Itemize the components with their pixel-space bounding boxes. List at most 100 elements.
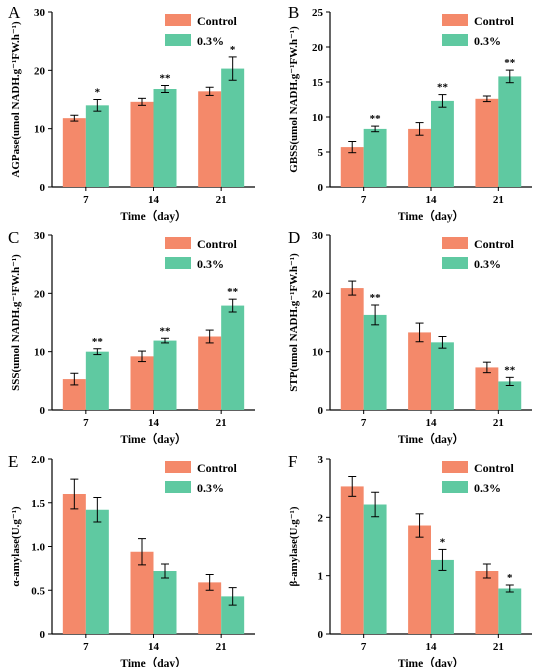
chart-panel-c: C 0 10 20 30 7 ** 14 ** 21 ** Time（day） SSS(umol NAD… (8, 228, 255, 446)
y-tick-label: 30 (312, 230, 324, 242)
bar-treatment (363, 504, 387, 634)
y-tick-label: 20 (34, 65, 46, 77)
bar-treatment (85, 509, 109, 634)
legend-swatch-treatment (442, 34, 468, 46)
bar-treatment (153, 340, 177, 410)
bar-control (62, 379, 86, 410)
legend-label: Control (197, 461, 237, 475)
significance-mark: ** (227, 286, 239, 298)
bar-treatment (153, 571, 177, 634)
panel-letter: C (8, 228, 19, 247)
significance-mark: ** (370, 113, 382, 125)
y-axis-title: α-amylase(U.g⁻¹) (10, 506, 22, 587)
bar-control (62, 494, 86, 634)
chart-panel-b: B 0 5 10 15 20 25 7 ** 14 ** 21 ** Time（day） GBSS(umol… (288, 3, 532, 223)
significance-mark: ** (92, 336, 104, 348)
x-axis-title: Time（day） (120, 209, 186, 223)
y-axis-title: AGPase(umol NADH.g⁻¹FW.h⁻¹) (10, 21, 22, 178)
x-tick-label: 14 (148, 641, 160, 653)
legend-swatch-treatment (165, 481, 191, 493)
y-tick-label: 0 (318, 629, 324, 641)
x-tick-label: 7 (361, 641, 367, 653)
y-tick-label: 5 (318, 147, 324, 159)
x-axis-title: Time（day） (120, 656, 186, 667)
bar-treatment (431, 100, 454, 187)
bar-treatment (498, 76, 522, 187)
y-tick-label: 20 (34, 288, 46, 300)
legend-swatch-control (165, 14, 191, 26)
y-tick-label: 0.5 (31, 585, 45, 597)
x-tick-label: 14 (426, 194, 438, 206)
bar-treatment (221, 68, 245, 187)
bar-control (408, 128, 431, 187)
significance-mark: ** (160, 73, 172, 85)
bar-treatment (498, 588, 522, 634)
significance-mark: ** (160, 325, 172, 337)
x-tick-label: 14 (426, 417, 438, 429)
bar-control (475, 98, 499, 187)
panel-letter: D (288, 228, 300, 247)
y-tick-label: 20 (312, 42, 324, 54)
significance-mark: * (95, 87, 101, 99)
y-tick-label: 25 (312, 7, 324, 19)
y-tick-label: 0 (40, 405, 46, 417)
x-tick-label: 14 (148, 417, 160, 429)
bar-control (130, 551, 154, 634)
legend-label: Control (474, 237, 514, 251)
bar-treatment (221, 596, 245, 634)
y-tick-label: 20 (312, 288, 324, 300)
significance-mark: ** (370, 292, 382, 304)
legend-swatch-control (442, 14, 468, 26)
bar-treatment (221, 305, 245, 410)
significance-mark: ** (437, 82, 449, 94)
bar-control (340, 288, 364, 410)
significance-mark: * (507, 572, 513, 584)
chart-panel-e: E 0 0.5 1.0 1.5 2.0 7 14 21 Time（day） α-amylase(U.… (8, 452, 255, 667)
bar-treatment (153, 89, 177, 187)
bar-control (198, 582, 222, 634)
y-tick-label: 10 (312, 347, 324, 359)
legend-swatch-treatment (165, 34, 191, 46)
legend-label: 0.3% (197, 481, 224, 495)
significance-mark: * (230, 44, 236, 56)
bar-control (340, 147, 364, 187)
x-tick-label: 21 (493, 194, 504, 206)
bar-treatment (431, 559, 454, 634)
significance-mark: ** (504, 57, 516, 69)
y-tick-label: 0 (40, 182, 46, 194)
panel-letter: A (8, 3, 21, 22)
y-tick-label: 1.0 (31, 542, 45, 554)
bar-control (198, 91, 222, 187)
bar-control (475, 571, 499, 634)
bar-treatment (498, 381, 522, 410)
legend-swatch-treatment (165, 257, 191, 269)
legend-label: 0.3% (474, 34, 501, 48)
significance-mark: ** (504, 364, 516, 376)
chart-panel-f: F 0 1 2 3 7 14 * 21 * Time（day） β-amylase(U.g⁻¹) Con… (288, 452, 532, 667)
y-tick-label: 30 (34, 7, 46, 19)
y-axis-title: SSS(umol NADH.g⁻¹FW.h⁻¹) (10, 254, 22, 391)
bar-treatment (85, 351, 109, 410)
y-tick-label: 30 (34, 230, 46, 242)
x-tick-label: 7 (83, 417, 89, 429)
bar-treatment (85, 105, 109, 187)
legend-label: Control (197, 14, 237, 28)
y-tick-label: 10 (34, 347, 46, 359)
y-tick-label: 1.5 (31, 498, 45, 510)
x-tick-label: 14 (426, 641, 438, 653)
x-tick-label: 21 (493, 417, 504, 429)
y-tick-label: 1 (318, 571, 324, 583)
legend-label: 0.3% (197, 34, 224, 48)
bar-control (408, 332, 431, 410)
panel-letter: B (288, 3, 299, 22)
bar-treatment (363, 128, 387, 187)
chart-panel-d: D 0 10 20 30 7 ** 14 21 ** Time（day） STP(umol NADH.… (288, 228, 532, 446)
legend-label: Control (474, 14, 514, 28)
y-tick-label: 0 (318, 182, 324, 194)
bar-control (475, 367, 499, 410)
chart-panel-a: A 0 10 20 30 7 * 14 ** 21 * Time（day） AGPase(umol NA… (8, 3, 255, 223)
legend-swatch-control (442, 237, 468, 249)
legend-label: 0.3% (474, 481, 501, 495)
legend-swatch-control (165, 237, 191, 249)
x-tick-label: 21 (216, 194, 227, 206)
